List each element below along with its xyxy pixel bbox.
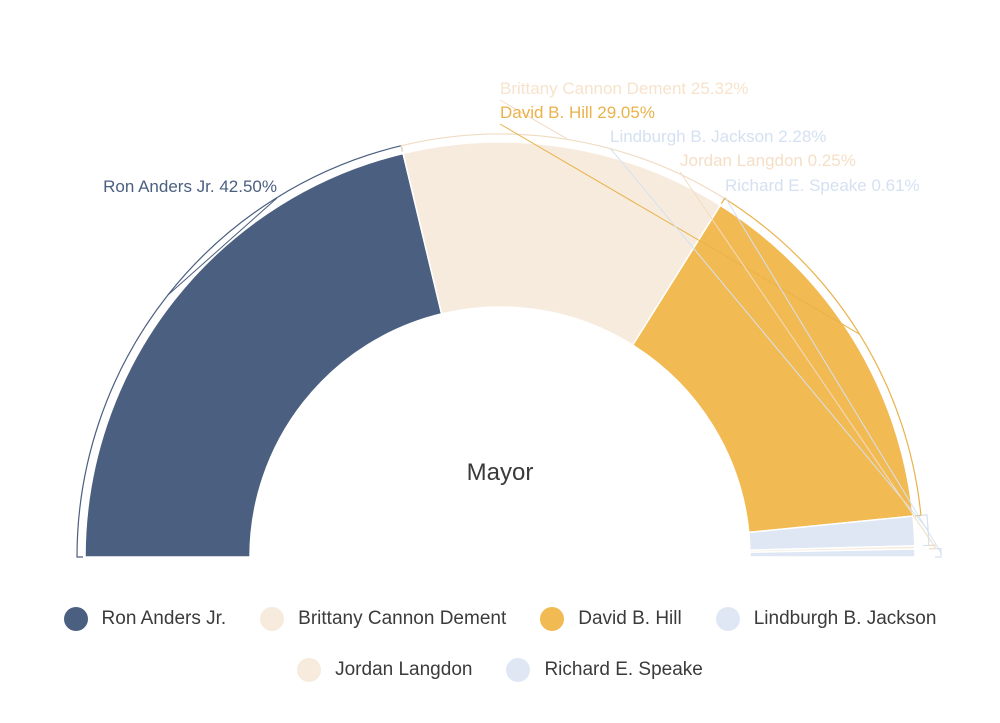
- data-label: Jordan Langdon 0.25%: [680, 151, 856, 170]
- leader-bracket: [400, 133, 726, 204]
- legend-label: Lindburgh B. Jackson: [753, 608, 937, 629]
- leader-line: [499, 99, 569, 140]
- leader-line: [499, 123, 860, 335]
- data-label: David B. Hill 29.05%: [500, 103, 655, 122]
- legend-swatch: [297, 658, 322, 682]
- legend-item[interactable]: David B. Hill: [540, 607, 682, 631]
- slice-ron-anders-jr[interactable]: [84, 152, 443, 558]
- leader-bracket: [934, 547, 942, 558]
- data-label: Brittany Cannon Dement 25.32%: [500, 79, 749, 98]
- legend-label: Brittany Cannon Dement: [298, 608, 507, 629]
- leader-line: [167, 197, 278, 296]
- data-labels-group: Ron Anders Jr. 42.50% Brittany Cannon Dem…: [103, 79, 920, 196]
- legend-label: Richard E. Speake: [544, 659, 703, 680]
- data-label: Richard E. Speake 0.61%: [725, 176, 920, 195]
- legend-item[interactable]: Lindburgh B. Jackson: [715, 607, 937, 631]
- slice-richard-e-speake[interactable]: [749, 548, 916, 558]
- legend-swatch: [715, 607, 740, 631]
- center-title: Mayor: [467, 459, 534, 486]
- legend-item[interactable]: Richard E. Speake: [506, 658, 703, 682]
- slices-group: [84, 141, 916, 558]
- legend-item[interactable]: Jordan Langdon: [297, 658, 472, 682]
- legend-swatch: [506, 658, 531, 682]
- legend-label: David B. Hill: [578, 608, 682, 629]
- leader-line: [679, 171, 936, 548]
- legend-item[interactable]: Brittany Cannon Dement: [260, 607, 506, 631]
- legend-swatch: [63, 607, 88, 631]
- legend-swatch: [540, 607, 565, 631]
- legend-swatch: [260, 607, 285, 631]
- data-label: Lindburgh B. Jackson 2.28%: [610, 127, 826, 146]
- leader-line: [724, 196, 942, 554]
- legend-label: Jordan Langdon: [335, 659, 473, 680]
- legend-label: Ron Anders Jr.: [101, 608, 227, 629]
- data-label: Ron Anders Jr. 42.50%: [103, 177, 277, 196]
- legend-row-1: Ron Anders Jr. Brittany Cannon Dement Da…: [0, 607, 1000, 631]
- leader-line: [609, 147, 929, 531]
- leader-lines-group: [76, 99, 942, 558]
- slice-david-b-hill[interactable]: [631, 204, 914, 534]
- legend-item[interactable]: Ron Anders Jr.: [63, 607, 227, 631]
- leader-bracket: [920, 514, 930, 547]
- legend-row-2: Jordan Langdon Richard E. Speake: [0, 658, 1000, 682]
